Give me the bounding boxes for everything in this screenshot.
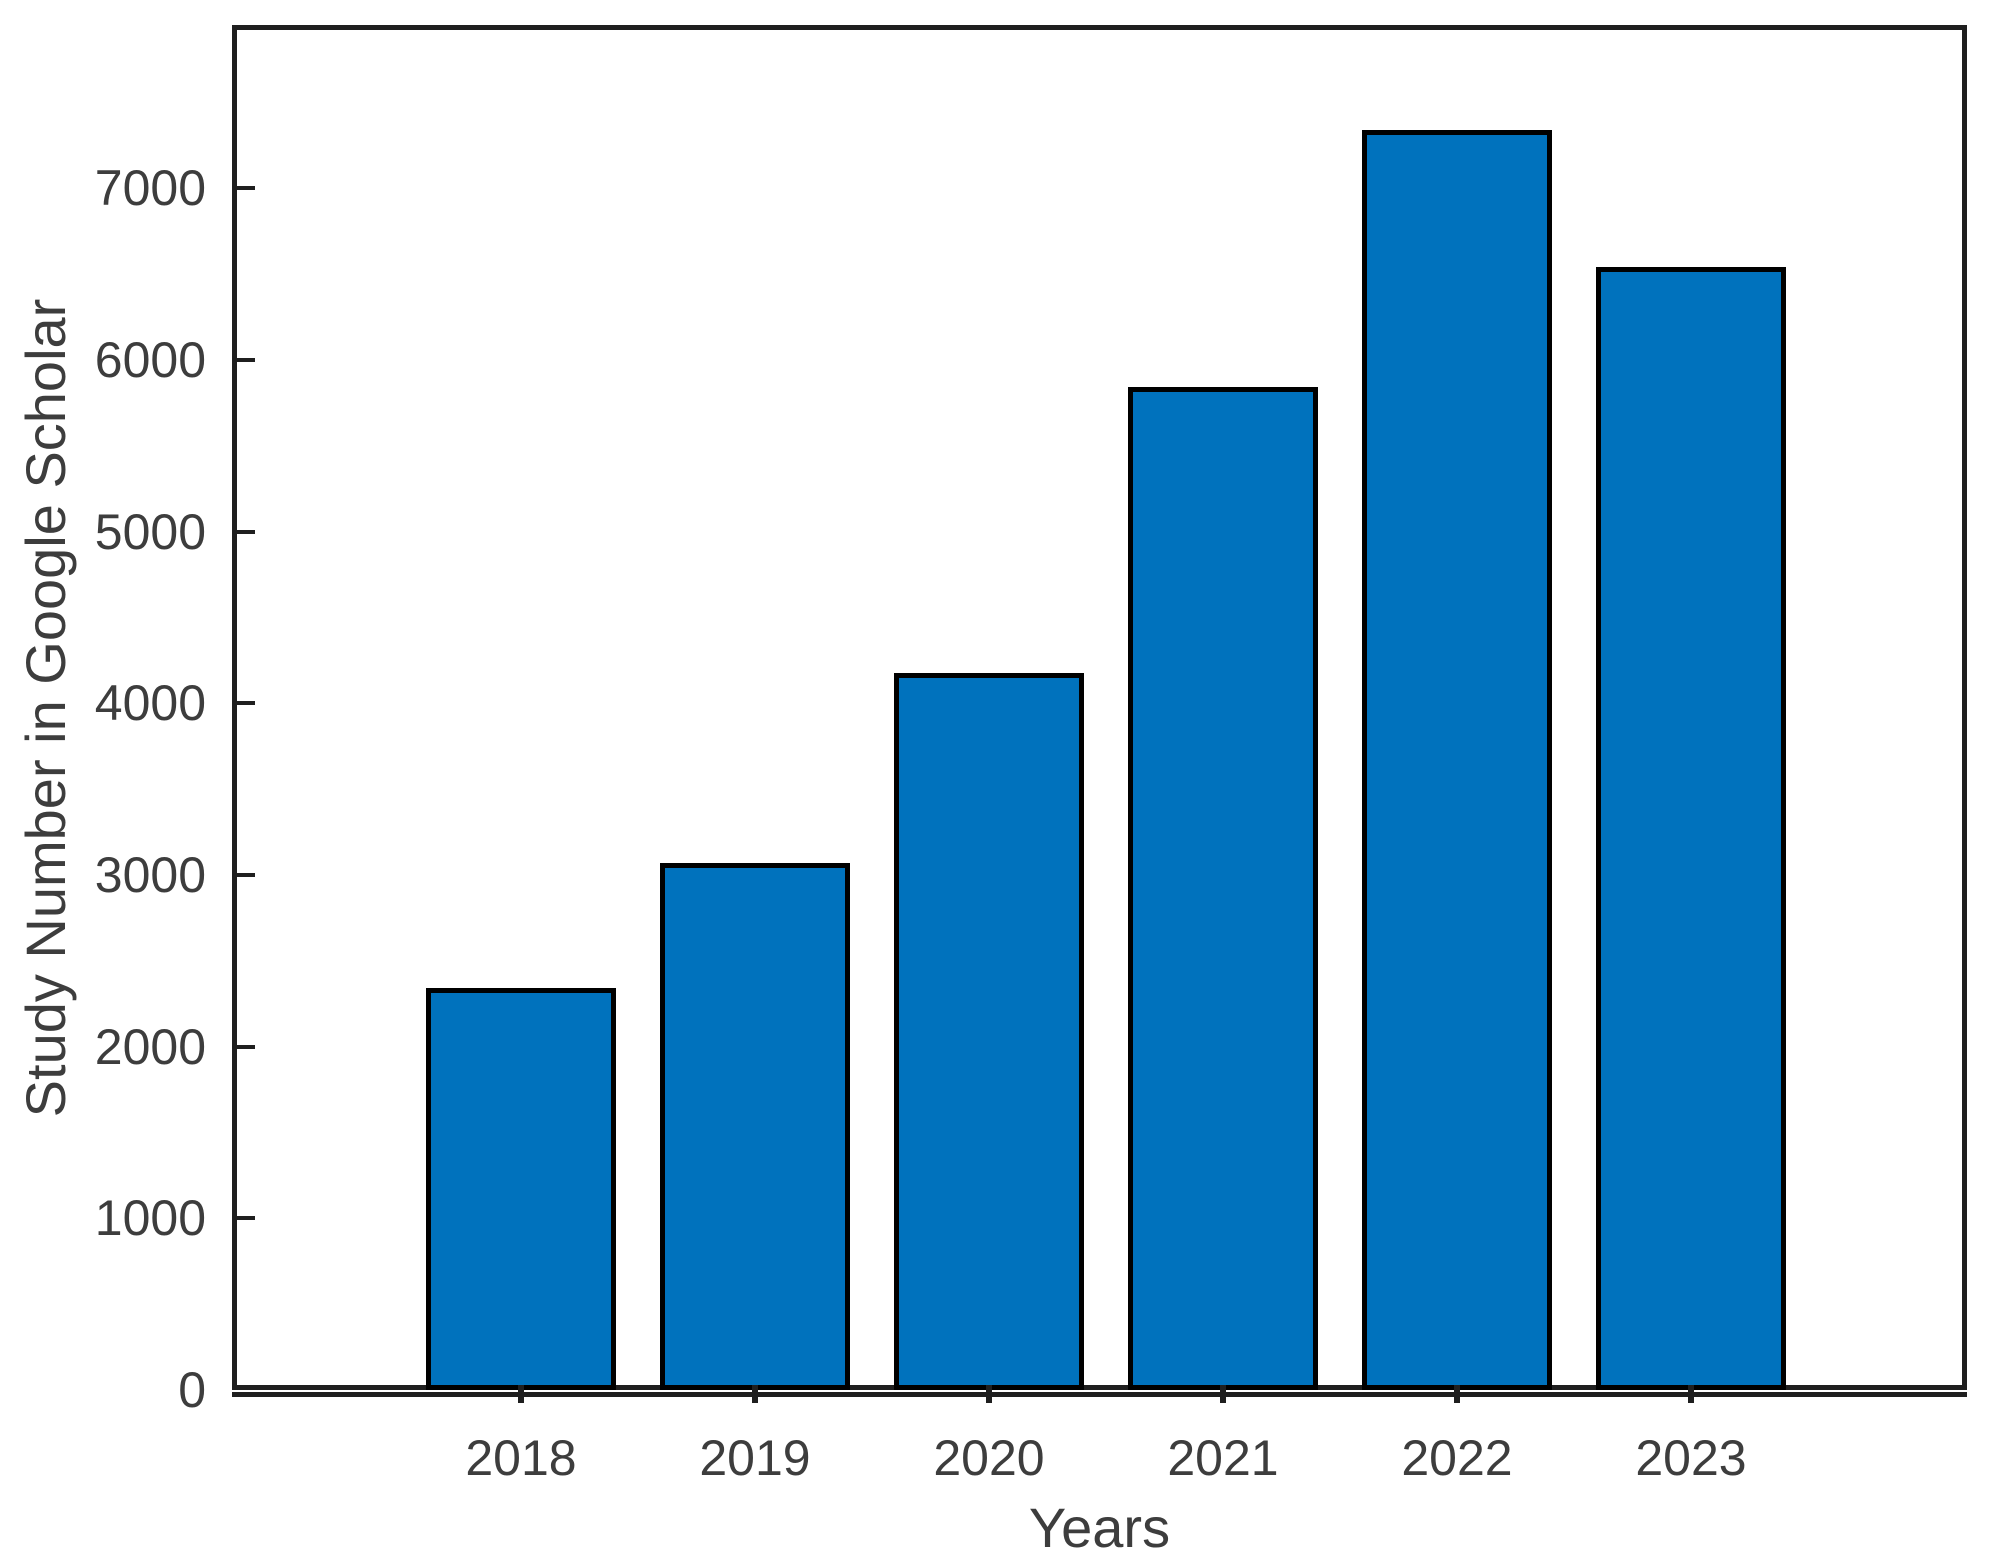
- y-tick-label-6000: 6000: [94, 331, 206, 388]
- bar-2022: [1362, 129, 1552, 1390]
- y-tick-1000: [237, 1216, 255, 1221]
- plot-area: [232, 25, 1967, 1390]
- y-tick-label-3000: 3000: [94, 846, 206, 903]
- x-tick-label-2019: 2019: [699, 1430, 811, 1486]
- y-tick-2000: [237, 1044, 255, 1049]
- y-tick-label-0: 0: [178, 1362, 206, 1418]
- x-tick-label-2020: 2020: [933, 1430, 1045, 1486]
- y-tick-label-7000: 7000: [94, 160, 206, 217]
- x-tick-2021: [1220, 1385, 1226, 1403]
- y-tick-4000: [237, 701, 255, 706]
- x-axis-title: Years: [1028, 1496, 1171, 1559]
- y-tick-label-5000: 5000: [94, 503, 206, 560]
- x-tick-2023: [1688, 1385, 1694, 1403]
- x-tick-2022: [1454, 1385, 1460, 1403]
- x-tick-label-2021: 2021: [1167, 1430, 1279, 1486]
- bar-2021: [1128, 387, 1318, 1390]
- x-axis-baseline: [232, 1392, 1967, 1397]
- y-axis-title: Study Number in Google Scholar: [14, 298, 77, 1117]
- x-tick-2020: [986, 1385, 992, 1403]
- y-tick-6000: [237, 357, 255, 362]
- x-tick-label-2022: 2022: [1401, 1430, 1513, 1486]
- y-tick-5000: [237, 529, 255, 534]
- bar-2020: [894, 673, 1084, 1390]
- x-tick-label-2023: 2023: [1635, 1430, 1747, 1486]
- x-tick-label-2018: 2018: [465, 1430, 577, 1486]
- x-tick-2018: [518, 1385, 524, 1403]
- y-tick-label-2000: 2000: [94, 1018, 206, 1075]
- bar-2018: [426, 988, 616, 1390]
- y-tick-7000: [237, 186, 255, 191]
- x-tick-2019: [752, 1385, 758, 1403]
- bar-2023: [1596, 267, 1786, 1390]
- y-tick-3000: [237, 872, 255, 877]
- bar-2019: [660, 862, 850, 1390]
- y-tick-label-1000: 1000: [94, 1190, 206, 1247]
- y-tick-label-4000: 4000: [94, 675, 206, 732]
